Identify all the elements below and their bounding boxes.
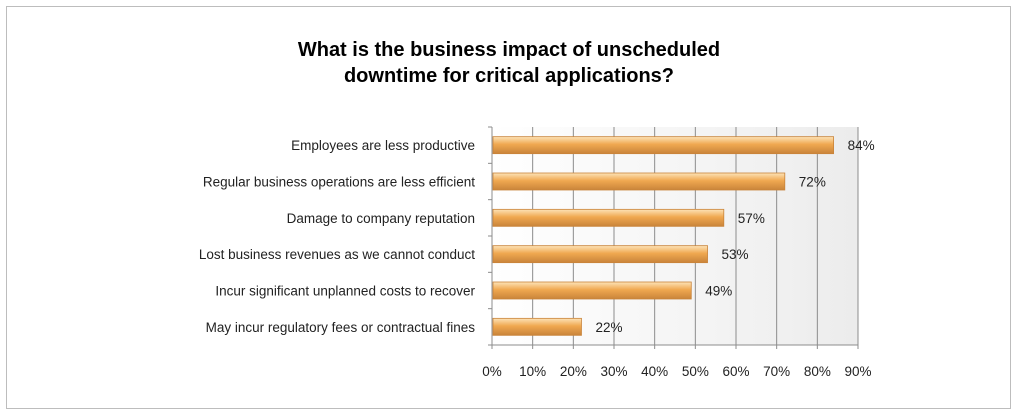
category-label: Lost business revenues as we cannot cond… bbox=[199, 247, 475, 262]
category-label: Employees are less productive bbox=[291, 138, 475, 153]
chart-title-line-2: downtime for critical applications? bbox=[343, 65, 675, 87]
x-tick-label: 20% bbox=[560, 364, 587, 379]
x-tick-label: 80% bbox=[804, 364, 831, 379]
category-label: Incur significant unplanned costs to rec… bbox=[215, 284, 475, 299]
data-label: 22% bbox=[595, 320, 622, 335]
x-tick-label: 40% bbox=[641, 364, 668, 379]
category-label: Regular business operations are less eff… bbox=[203, 175, 475, 190]
x-tick-label: 50% bbox=[682, 364, 709, 379]
x-tick-label: 70% bbox=[763, 364, 790, 379]
bar bbox=[492, 245, 708, 264]
data-label: 53% bbox=[722, 247, 749, 262]
plot-area bbox=[492, 127, 858, 345]
x-tick-label: 90% bbox=[844, 364, 871, 379]
bar bbox=[492, 208, 725, 227]
data-label: 57% bbox=[738, 211, 765, 226]
data-label: 72% bbox=[799, 175, 826, 190]
x-tick-label: 30% bbox=[600, 364, 627, 379]
chart-title-line-1: What is the business impact of unschedul… bbox=[297, 39, 721, 61]
x-tick-label: 60% bbox=[722, 364, 749, 379]
bar bbox=[492, 172, 786, 191]
category-label: May incur regulatory fees or contractual… bbox=[206, 320, 476, 335]
x-tick-label: 0% bbox=[482, 364, 502, 379]
chart-title: What is the business impact of unschedul… bbox=[0, 37, 1018, 89]
bar bbox=[492, 317, 582, 336]
category-label: Damage to company reputation bbox=[287, 211, 475, 226]
data-label: 84% bbox=[848, 138, 875, 153]
x-tick-label: 10% bbox=[519, 364, 546, 379]
data-label: 49% bbox=[705, 284, 732, 299]
bar bbox=[492, 281, 692, 300]
bar bbox=[492, 136, 835, 155]
